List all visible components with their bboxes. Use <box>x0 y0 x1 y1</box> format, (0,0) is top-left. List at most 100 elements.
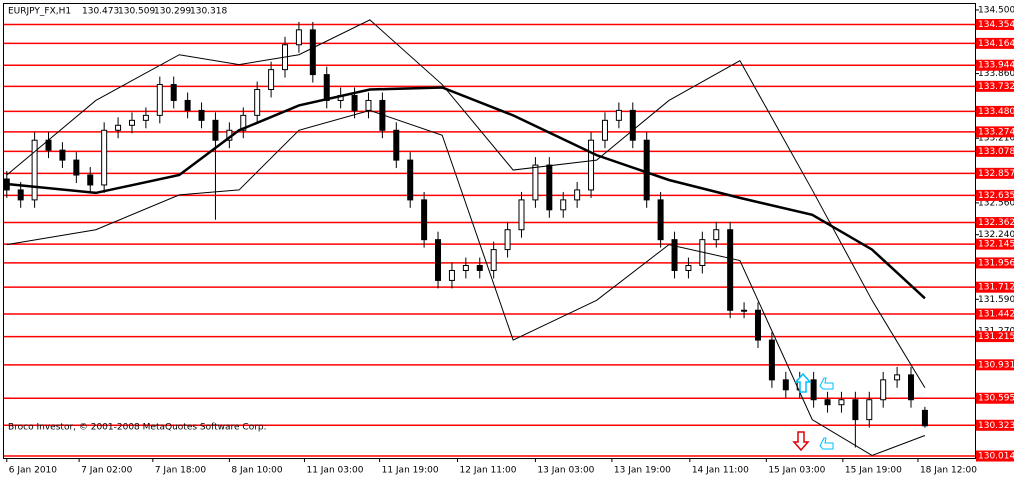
level-label: 130.595 <box>978 394 1014 404</box>
candle-body <box>254 89 261 116</box>
level-label-bg <box>976 238 1014 250</box>
candle-body <box>170 84 177 101</box>
level-label-bg <box>976 126 1014 138</box>
y-tick-label: 132.240 <box>978 230 1014 240</box>
candle-body <box>128 119 135 126</box>
level-label: 133.732 <box>978 82 1014 92</box>
candle-body <box>908 374 915 401</box>
candle-body <box>866 399 873 421</box>
x-tick-label: 11 Jan 19:00 <box>382 466 439 476</box>
candle-body <box>546 164 553 211</box>
header-price: 130.473 <box>82 7 119 17</box>
sell-arrow <box>792 431 810 452</box>
candle-body <box>713 229 720 241</box>
level-label: 133.078 <box>978 147 1014 157</box>
candle-body <box>448 269 455 281</box>
candle-body <box>643 139 650 201</box>
level-label-bg <box>976 359 1014 371</box>
x-tick-label: 15 Jan 03:00 <box>768 466 825 476</box>
x-tick-label: 15 Jan 19:00 <box>845 466 902 476</box>
header-price: 130.509 <box>118 7 155 17</box>
level-label: 134.354 <box>978 20 1014 30</box>
candle-body <box>73 159 80 176</box>
level-label-bg <box>976 331 1014 343</box>
y-tick-label: 131.590 <box>978 295 1014 305</box>
x-tick-label: 14 Jan 11:00 <box>692 466 749 476</box>
level-label-bg <box>976 145 1014 157</box>
candle-body <box>115 124 122 131</box>
level-label-bg <box>976 281 1014 293</box>
candle-body <box>921 409 928 427</box>
candle-body <box>295 29 302 46</box>
candle-body <box>768 339 775 381</box>
level-label-bg <box>976 105 1014 117</box>
level-label: 131.712 <box>978 283 1014 293</box>
level-label: 130.323 <box>978 421 1014 431</box>
level-label: 133.944 <box>978 61 1014 71</box>
level-label-bg <box>976 59 1014 71</box>
candle-body <box>462 265 469 271</box>
y-tick-label: 133.210 <box>978 134 1014 144</box>
candle-body <box>212 119 219 141</box>
copyright: Broco Investor, © 2001-2008 MetaQuotes S… <box>8 423 267 433</box>
candle-body <box>156 84 163 116</box>
y-tick-label: 134.500 <box>978 5 1014 15</box>
candle-body <box>838 399 845 406</box>
level-label: 131.956 <box>978 258 1014 268</box>
candle-body <box>87 174 94 186</box>
level-label: 133.480 <box>978 107 1014 117</box>
candle-body <box>184 99 191 111</box>
candle-body <box>574 189 581 201</box>
level-label-bg <box>976 217 1014 229</box>
candle-body <box>741 309 748 312</box>
level-label: 132.857 <box>978 169 1014 179</box>
level-label: 132.145 <box>978 240 1014 250</box>
x-tick-label: 6 Jan 2010 <box>9 466 57 476</box>
x-tick-label: 11 Jan 03:00 <box>306 466 363 476</box>
candle-body <box>671 239 678 271</box>
x-tick-label: 13 Jan 03:00 <box>537 466 594 476</box>
candle-body <box>351 94 358 111</box>
header-price: 130.318 <box>190 7 227 17</box>
candle-body <box>17 189 24 201</box>
level-label-bg <box>976 37 1014 49</box>
level-label-bg <box>976 257 1014 269</box>
x-tick-label: 7 Jan 02:00 <box>81 466 133 476</box>
level-label: 130.931 <box>978 360 1014 370</box>
indicator-line <box>6 109 926 456</box>
level-label-bg <box>976 308 1014 320</box>
candle-body <box>490 249 497 271</box>
candle-body <box>601 119 608 141</box>
y-tick-label: 132.560 <box>978 198 1014 208</box>
thumb-icon <box>819 437 834 450</box>
candle-body <box>407 159 414 201</box>
candle-body <box>142 114 149 121</box>
level-label: 131.215 <box>978 332 1014 342</box>
x-tick-label: 18 Jan 12:00 <box>920 466 977 476</box>
candle-body <box>268 69 275 91</box>
candle-body <box>31 139 38 201</box>
thumb-icon <box>819 377 834 390</box>
candle-body <box>880 379 887 401</box>
candle-body <box>782 379 789 391</box>
candle-body <box>615 109 622 121</box>
candle-body <box>754 309 761 341</box>
candle-body <box>532 164 539 201</box>
candle-body <box>685 265 692 271</box>
level-label: 132.362 <box>978 218 1014 228</box>
candle-body <box>588 139 595 191</box>
candle-body <box>560 199 567 211</box>
level-label-bg <box>976 189 1014 201</box>
candle-body <box>657 199 664 241</box>
candle-body <box>727 229 734 311</box>
candle-body <box>810 379 817 401</box>
candle-body <box>629 109 636 141</box>
y-tick-label: 133.860 <box>978 69 1014 79</box>
level-label-bg <box>976 167 1014 179</box>
plot-frame <box>3 3 976 459</box>
level-label: 134.164 <box>978 39 1014 49</box>
level-label: 130.014 <box>978 452 1014 462</box>
level-label-bg <box>976 392 1014 404</box>
level-label-bg <box>976 80 1014 92</box>
